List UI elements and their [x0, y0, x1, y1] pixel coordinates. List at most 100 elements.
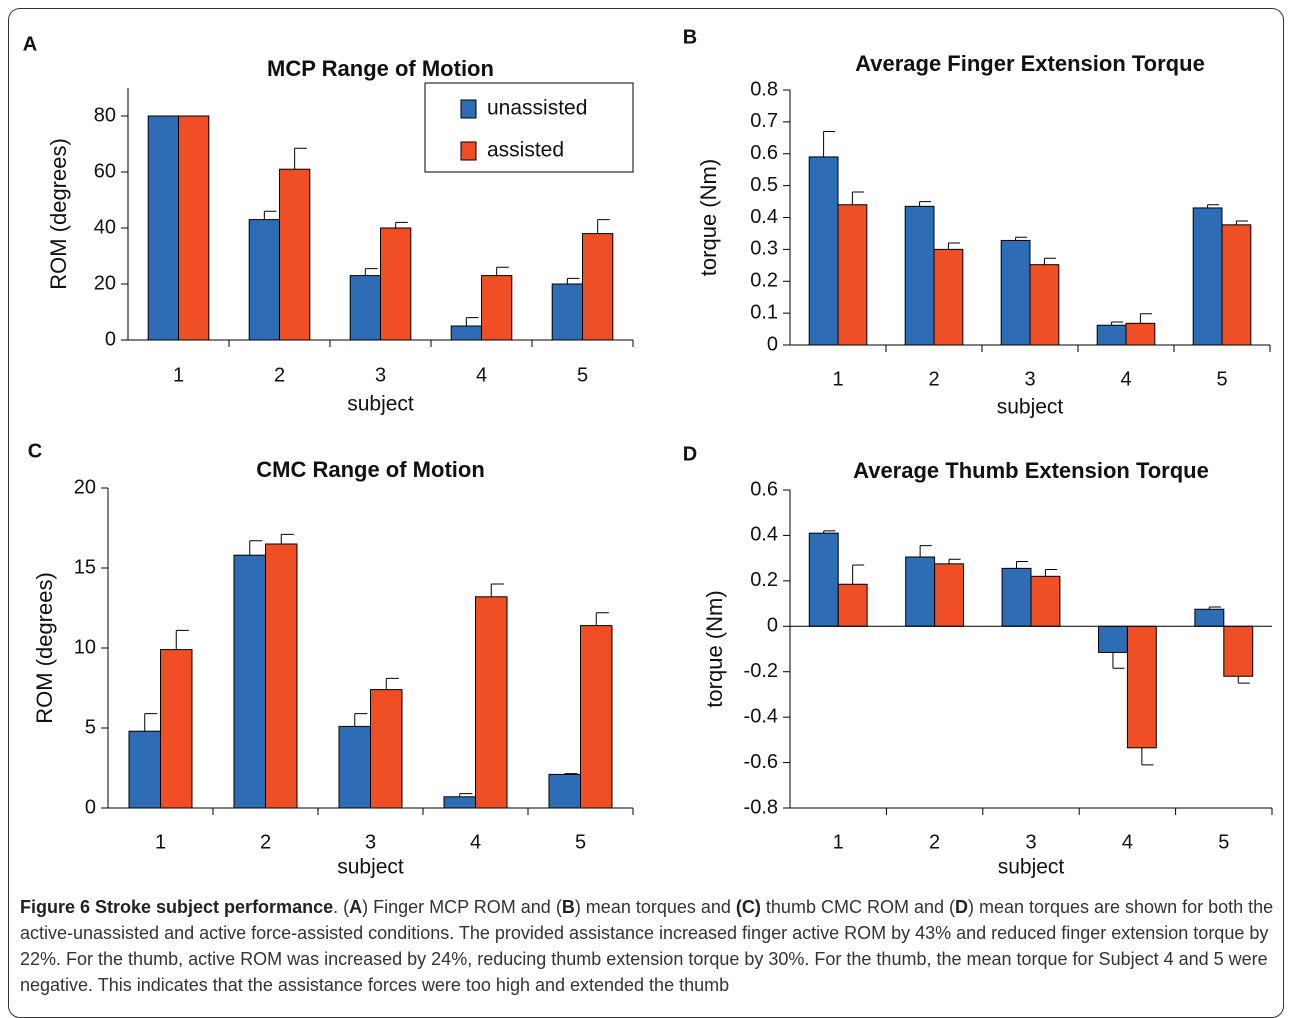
y-tick-label: 10 [74, 636, 96, 658]
error-bar [1112, 652, 1125, 669]
x-tick-label: 4 [476, 364, 487, 386]
x-tick-label: 4 [1122, 831, 1133, 853]
bar [1126, 625, 1157, 749]
bar [808, 156, 839, 346]
error-bar [597, 219, 610, 234]
error-bar [249, 540, 263, 556]
bar [1029, 264, 1060, 346]
error-bar [564, 773, 578, 775]
bar [233, 554, 266, 809]
y-tick-label: -0.4 [744, 705, 778, 727]
x-tick-label: 2 [928, 368, 939, 390]
x-tick-label: 1 [173, 364, 184, 386]
error-bar [459, 793, 473, 797]
error-bar [852, 564, 865, 585]
y-tick-label: 0.3 [750, 238, 778, 260]
chart-title: Average Thumb Extension Torque [853, 458, 1209, 483]
y-axis-label: ROM (degrees) [32, 572, 57, 724]
x-tick-label: 3 [1025, 831, 1036, 853]
panel-label: D [683, 443, 697, 465]
x-tick-label: 5 [577, 364, 588, 386]
error-bar [948, 558, 961, 564]
error-bar [919, 545, 932, 558]
y-tick-label: 0.4 [750, 524, 778, 546]
y-axis-label: ROM (degrees) [46, 138, 71, 290]
bar [450, 325, 483, 341]
y-tick-label: 0.8 [750, 78, 778, 100]
caption: Figure 6 Stroke subject performance. (A)… [20, 894, 1275, 1003]
x-axis-label: subject [337, 856, 404, 879]
bar [580, 625, 613, 809]
bar [1125, 322, 1156, 346]
bar [1096, 324, 1127, 346]
error-bar [1237, 676, 1250, 684]
error-bar [385, 677, 399, 690]
bar [481, 275, 513, 341]
bar [1030, 575, 1061, 627]
caption-text: (C) [735, 897, 761, 917]
error-bar [1208, 606, 1221, 610]
y-tick-label: 20 [74, 476, 96, 498]
caption-text: ) mean torques and [574, 897, 736, 917]
bar [1000, 239, 1031, 346]
error-bar [823, 130, 836, 157]
bar [475, 596, 508, 809]
caption-text: B [561, 897, 575, 917]
x-tick-label: 3 [365, 831, 376, 853]
error-bar [263, 210, 277, 220]
error-bar [1016, 561, 1029, 569]
x-tick-label: 3 [1024, 368, 1035, 390]
x-tick-label: 2 [929, 831, 940, 853]
legend-label: unassisted [487, 97, 587, 120]
error-bar [566, 277, 580, 284]
y-tick-label: 0.2 [750, 569, 778, 591]
y-tick-label: 0.1 [750, 301, 778, 323]
error-bar [496, 266, 509, 276]
caption-text: Figure 6 Stroke subject performance [20, 897, 334, 917]
bar [380, 227, 412, 341]
y-tick-label: 80 [94, 104, 116, 126]
panel-label: C [28, 440, 42, 462]
chart-title: MCP Range of Motion [267, 56, 494, 81]
y-tick-label: -0.2 [744, 660, 778, 682]
bar [808, 532, 839, 627]
error-bar [175, 629, 189, 650]
error-bar [595, 612, 609, 626]
bar [837, 204, 868, 346]
bar [248, 219, 280, 341]
y-tick-label: 0 [85, 796, 96, 818]
error-bar [919, 201, 932, 207]
panel-label: B [683, 26, 697, 48]
x-tick-label: 1 [833, 831, 844, 853]
caption-text: ) mean torques are shown for both the ac… [20, 897, 1274, 995]
bar [933, 248, 964, 346]
x-axis-label: subject [997, 396, 1064, 419]
bar [904, 205, 935, 346]
bar [1223, 625, 1254, 677]
y-axis-label: torque (Nm) [696, 159, 721, 276]
error-bar [294, 147, 307, 170]
x-tick-label: 2 [260, 831, 271, 853]
legend-label: assisted [487, 139, 564, 162]
bar [265, 543, 298, 809]
error-bar [1044, 569, 1058, 577]
caption-text: . ( [333, 897, 350, 917]
y-tick-label: 5 [85, 716, 96, 738]
y-tick-label: -0.6 [744, 751, 778, 773]
bar [160, 649, 193, 809]
error-bar [465, 317, 479, 326]
x-tick-label: 2 [274, 364, 285, 386]
y-axis-label: torque (Nm) [702, 590, 727, 707]
y-tick-label: 0.5 [750, 174, 778, 196]
bar [551, 283, 584, 341]
y-tick-label: 15 [74, 556, 96, 578]
chart-title: CMC Range of Motion [256, 457, 485, 482]
x-tick-label: 3 [375, 364, 386, 386]
error-bar [1139, 313, 1152, 324]
error-bar [1015, 236, 1028, 241]
bar [1001, 567, 1032, 627]
bar [1192, 207, 1223, 346]
error-bar [144, 713, 158, 732]
bar [1194, 608, 1225, 627]
